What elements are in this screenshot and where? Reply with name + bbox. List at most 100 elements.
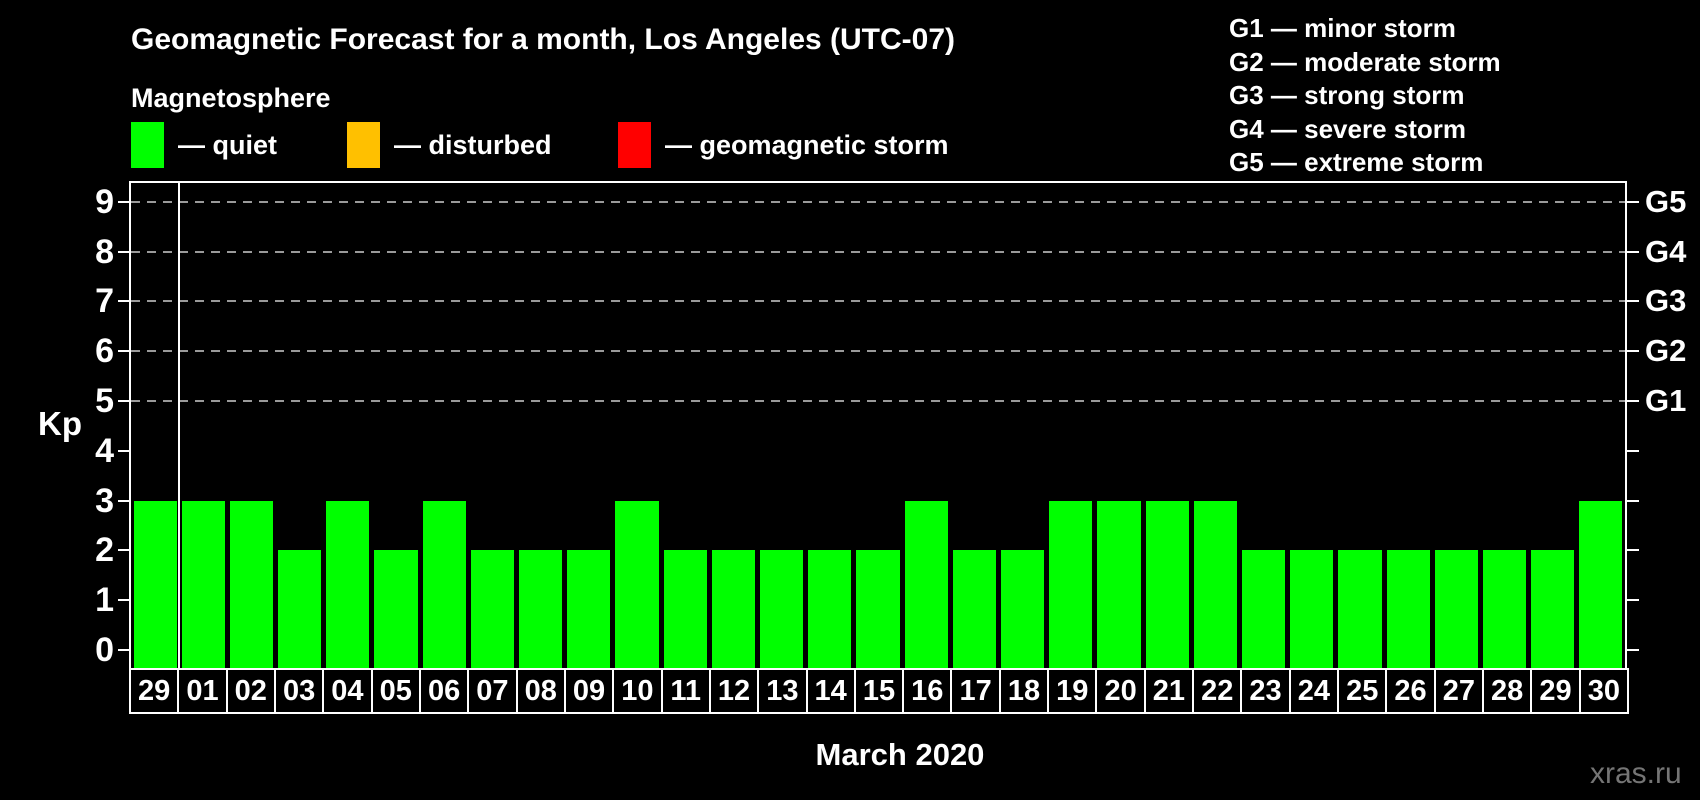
day-label: 28 — [1482, 668, 1533, 714]
kp-bar-day-05 — [374, 550, 418, 668]
day-label: 19 — [1047, 668, 1098, 714]
day-label: 25 — [1337, 668, 1388, 714]
kp-bar-day-03 — [278, 550, 322, 668]
kp-bar-day-04 — [326, 500, 370, 668]
day-label: 22 — [1192, 668, 1243, 714]
day-label: 23 — [1240, 668, 1291, 714]
g-scale-line: G1 — minor storm — [1229, 13, 1456, 43]
y-axis-tick-right — [1627, 250, 1639, 253]
legend-item-quiet: — quiet — [131, 122, 277, 168]
y-axis-tick-right — [1627, 350, 1639, 353]
day-label: 07 — [467, 668, 518, 714]
day-label: 18 — [998, 668, 1050, 714]
day-label: 04 — [322, 668, 373, 714]
g-scale-line: G5 — extreme storm — [1229, 147, 1484, 177]
kp-bar-day-24 — [1290, 550, 1334, 668]
day-label: 08 — [515, 668, 566, 714]
y-axis-tick-left — [118, 599, 129, 602]
chart-subtitle: Magnetosphere — [131, 83, 331, 113]
y-axis-tick-left — [118, 300, 129, 303]
day-label: 30 — [1578, 668, 1629, 714]
y-axis-label: 7 — [95, 282, 114, 321]
kp-bar-day-28 — [1482, 550, 1527, 668]
g-level-label-g4: G4 — [1645, 233, 1687, 269]
g-scale-line: G4 — severe storm — [1229, 113, 1467, 144]
y-axis-label: 1 — [95, 581, 114, 620]
y-axis-label: 5 — [95, 382, 114, 420]
y-axis-tick-left — [118, 549, 129, 552]
day-label: 21 — [1143, 668, 1195, 714]
g-scale-line: G3 — strong storm — [1229, 80, 1465, 110]
watermark: xras.ru — [1590, 757, 1682, 790]
y-axis-tick-right — [1627, 200, 1639, 203]
day-label: 02 — [225, 668, 276, 714]
gridline-kp-7 — [131, 300, 1625, 303]
kp-bar-day-02 — [229, 500, 274, 668]
g-level-label-g2: G2 — [1645, 333, 1687, 369]
legend-label-quiet: — quiet — [178, 129, 277, 160]
month-label: March 2020 — [815, 737, 985, 772]
kp-bar-day-17 — [952, 550, 996, 668]
g-scale-legend: G1 — minor storm G2 — moderate storm G3 — … — [1229, 12, 1501, 180]
day-label: 11 — [660, 668, 711, 714]
kp-bar-day-01 — [181, 500, 225, 668]
kp-bar-day-29 — [1531, 550, 1575, 668]
y-axis-label: 0 — [95, 631, 114, 669]
chart-title: Geomagnetic Forecast for a month, Los An… — [131, 23, 956, 56]
kp-bar-day-16 — [904, 500, 948, 668]
day-label: 06 — [418, 668, 470, 714]
kp-bar-day-06 — [422, 500, 466, 668]
day-label: 26 — [1385, 668, 1436, 714]
gridline-kp-9 — [131, 200, 1625, 203]
y-axis-tick-left — [118, 200, 129, 203]
y-axis-tick-left — [118, 649, 129, 651]
kp-bar-day-20 — [1097, 500, 1141, 668]
kp-bar-day-30 — [1579, 500, 1623, 668]
day-label: 03 — [273, 668, 325, 714]
day-label: 24 — [1288, 668, 1340, 714]
y-axis-tick-right — [1627, 549, 1639, 552]
g-level-label-g3: G3 — [1645, 283, 1687, 319]
kp-bar-day-08 — [519, 550, 563, 668]
y-axis-tick-left — [118, 499, 129, 502]
kp-bar-day-18 — [1000, 550, 1045, 668]
y-axis-tick-right — [1627, 449, 1639, 452]
gridline-kp-8 — [131, 250, 1625, 253]
day-label: 15 — [853, 668, 905, 714]
y-axis-tick-right — [1627, 649, 1639, 651]
legend-swatch-storm — [618, 122, 651, 168]
kp-bar-day-10 — [615, 500, 659, 668]
legend-label-disturbed: — disturbed — [394, 129, 552, 160]
day-label: 10 — [612, 668, 663, 714]
day-label: 05 — [370, 668, 421, 714]
kp-bar-day-11 — [663, 550, 707, 668]
day-label: 16 — [902, 668, 953, 714]
day-label: 29 — [129, 668, 180, 714]
kp-bar-day-23 — [1241, 550, 1286, 668]
legend-item-storm: — geomagnetic storm — [618, 122, 949, 168]
kp-bar-day-09 — [567, 550, 611, 668]
kp-bar-day-27 — [1434, 550, 1478, 668]
day-label: 13 — [757, 668, 808, 714]
kp-bar-day-14 — [808, 550, 852, 668]
g-level-label-g5: G5 — [1645, 183, 1687, 219]
y-axis-tick-right — [1627, 400, 1639, 402]
day-label: 17 — [950, 668, 1001, 714]
y-axis-label: 4 — [95, 431, 114, 470]
legend-label-storm: — geomagnetic storm — [665, 129, 949, 160]
y-axis-label: 6 — [95, 332, 114, 371]
day-label: 14 — [805, 668, 856, 714]
kp-bar-day-26 — [1386, 550, 1430, 668]
kp-bar-day-07 — [470, 550, 515, 668]
g-level-label-g1: G1 — [1645, 383, 1687, 418]
g-scale-line: G2 — moderate storm — [1229, 46, 1501, 77]
y-axis-tick-left — [118, 449, 129, 452]
day-label: 20 — [1095, 668, 1146, 714]
y-axis-tick-right — [1627, 499, 1639, 502]
kp-bar-day-22 — [1193, 500, 1237, 668]
kp-bar-day-19 — [1049, 500, 1093, 668]
y-axis-label: 2 — [95, 531, 114, 570]
day-label: 29 — [1530, 668, 1581, 714]
y-axis-label: 3 — [95, 481, 114, 520]
